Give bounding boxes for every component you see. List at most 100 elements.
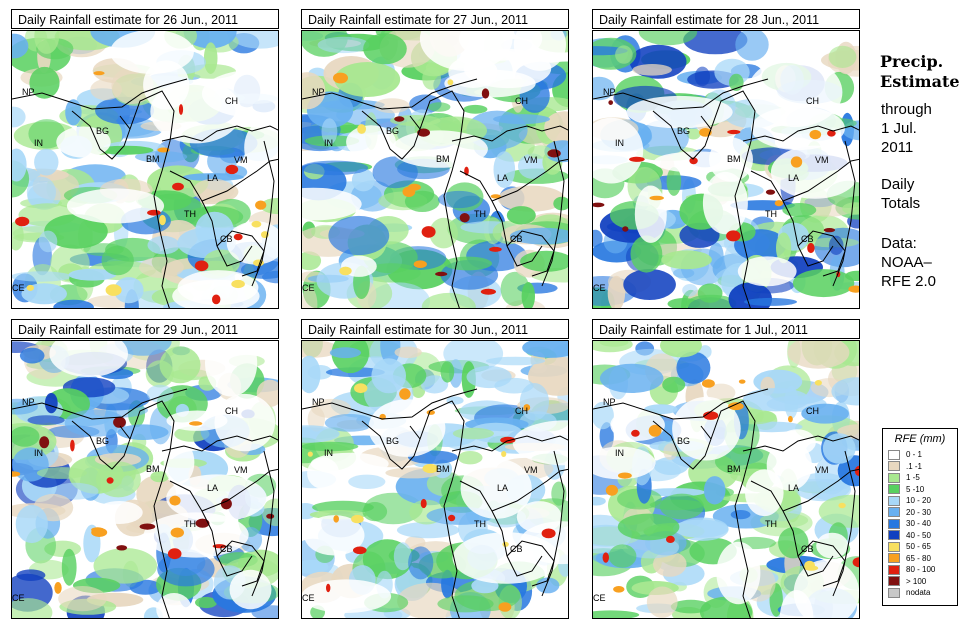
rainfall-map: NP CH IN BG BM VM LA TH CB CE [592, 30, 860, 309]
legend-swatch [888, 495, 900, 506]
legend-row: 50 - 65 [883, 541, 957, 553]
country-label-bm: BM [146, 464, 160, 474]
country-border [451, 435, 568, 452]
rainfall-map: NP CH IN BG BM VM LA TH CB CE [592, 340, 860, 619]
country-label-bm: BM [436, 464, 450, 474]
country-border [832, 450, 856, 597]
country-label-ch: CH [225, 406, 238, 416]
country-label-np: NP [22, 397, 35, 407]
legend-label: 5 -10 [906, 484, 925, 494]
side-title-line1: Precip. [880, 52, 944, 71]
country-label-np: NP [603, 87, 616, 97]
country-label-np: NP [603, 397, 616, 407]
legend-row: .1 -1 [883, 461, 957, 473]
country-label-th: TH [184, 519, 196, 529]
country-border [216, 230, 265, 277]
country-label-la: LA [207, 483, 219, 493]
legend-swatch [888, 564, 900, 575]
rainfall-map-canvas [12, 31, 278, 308]
country-border [742, 435, 859, 452]
rainfall-panel: Daily Rainfall estimate for 29 Jun., 201… [11, 319, 281, 625]
country-label-cb: CB [801, 544, 814, 554]
legend-label: 80 - 100 [906, 565, 936, 575]
country-border [161, 435, 278, 452]
country-border [12, 78, 188, 110]
country-label-ce: CE [593, 283, 606, 293]
panel-title: Daily Rainfall estimate for 1 Jul., 2011 [592, 319, 860, 339]
panel-title: Daily Rainfall estimate for 29 Jun., 201… [11, 319, 279, 339]
country-label-bg: BG [96, 436, 110, 446]
legend-swatch [888, 461, 900, 472]
country-border [750, 480, 834, 577]
side-title-line2: Estimate [880, 72, 960, 91]
country-border [419, 400, 465, 618]
country-border [12, 388, 188, 420]
country-label-cb: CB [510, 544, 523, 554]
country-border [491, 158, 568, 202]
country-label-vm: VM [524, 465, 538, 475]
rainfall-map: NP CH IN BG BM VM LA TH CB CE [11, 340, 279, 619]
legend-row: 30 - 40 [883, 518, 957, 530]
legend-row: 0 - 1 [883, 449, 957, 461]
country-label-bm: BM [146, 154, 160, 164]
country-label-ce: CE [12, 593, 25, 603]
country-label-bg: BG [386, 126, 400, 136]
country-border [710, 400, 756, 618]
country-label-in: IN [324, 138, 333, 148]
country-label-ch: CH [806, 406, 819, 416]
rainfall-panel: Daily Rainfall estimate for 1 Jul., 2011… [592, 319, 862, 625]
country-label-ch: CH [515, 96, 528, 106]
country-border [832, 140, 856, 287]
country-label-bm: BM [727, 154, 741, 164]
country-label-ch: CH [806, 96, 819, 106]
rainfall-panel: Daily Rainfall estimate for 30 Jun., 201… [301, 319, 571, 625]
country-border [782, 468, 859, 512]
country-label-bg: BG [677, 436, 691, 446]
country-label-ch: CH [225, 96, 238, 106]
daily-line1: Daily [881, 176, 915, 193]
country-label-vm: VM [234, 465, 248, 475]
country-border [541, 450, 565, 597]
country-label-th: TH [474, 209, 486, 219]
country-label-vm: VM [815, 465, 829, 475]
country-border [129, 400, 175, 618]
side-title: Precip. Estimate [880, 52, 967, 92]
legend-row: 5 -10 [883, 484, 957, 496]
legend-row: 80 - 100 [883, 564, 957, 576]
country-border [710, 90, 756, 308]
country-label-np: NP [312, 87, 325, 97]
country-label-cb: CB [220, 234, 233, 244]
country-border [251, 450, 275, 597]
legend-label: 20 - 30 [906, 507, 931, 517]
country-label-th: TH [474, 519, 486, 529]
legend-swatch [888, 541, 900, 552]
through-date-line2: 2011 [881, 139, 914, 156]
panel-title: Daily Rainfall estimate for 27 Jun., 201… [301, 9, 569, 29]
legend-label: > 100 [906, 576, 927, 586]
country-label-la: LA [788, 173, 800, 183]
legend-swatch [888, 530, 900, 541]
country-label-la: LA [207, 173, 219, 183]
rainfall-map: NP CH IN BG BM VM LA TH CB CE [301, 30, 569, 309]
legend-swatch [888, 518, 900, 529]
legend-label: 10 - 20 [906, 496, 931, 506]
legend-label: nodata [906, 588, 931, 598]
legend-swatch [888, 484, 900, 495]
panel-title: Daily Rainfall estimate for 26 Jun., 201… [11, 9, 279, 29]
legend-row: nodata [883, 587, 957, 599]
rainfall-panel: Daily Rainfall estimate for 27 Jun., 201… [301, 9, 571, 315]
country-border [161, 125, 278, 142]
country-border [129, 90, 175, 308]
country-border [451, 125, 568, 142]
country-label-la: LA [788, 483, 800, 493]
data-line1: Data: [881, 235, 917, 252]
country-label-ce: CE [302, 593, 315, 603]
country-border [459, 480, 543, 577]
country-border [797, 230, 846, 277]
country-label-ce: CE [302, 283, 315, 293]
country-border [201, 468, 278, 512]
legend-label: 50 - 65 [906, 542, 931, 552]
country-label-np: NP [22, 87, 35, 97]
country-label-vm: VM [234, 155, 248, 165]
country-border [593, 78, 769, 110]
